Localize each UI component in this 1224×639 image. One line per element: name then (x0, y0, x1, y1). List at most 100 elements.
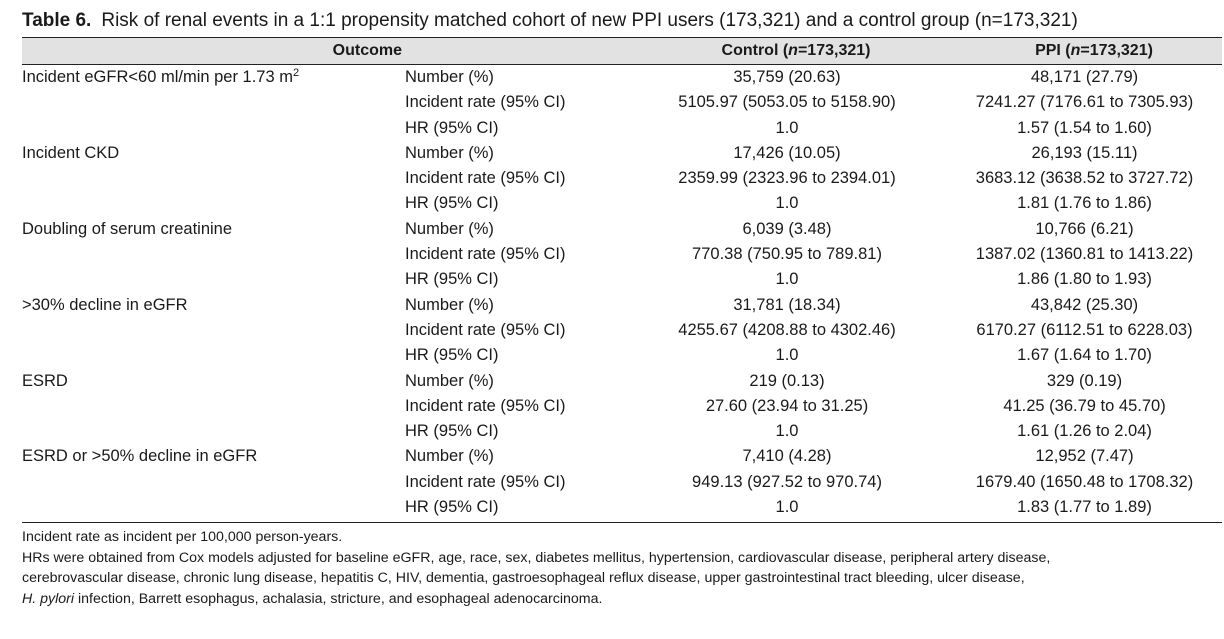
control-cell: 1.0 (775, 118, 799, 137)
ppi-cell: 3683.12 (3638.52 to 3727.72) (975, 169, 1194, 188)
table-row: Incident rate (95% CI) 5105.97 (5053.05 t… (22, 90, 1222, 115)
header-ppi: PPI (n=173,321) (1035, 42, 1153, 59)
control-cell: 6,039 (3.48) (742, 219, 832, 238)
outcome-cell (22, 116, 405, 141)
ppi-cell: 26,193 (15.11) (1031, 143, 1138, 162)
data-table: Incident eGFR<60 ml/min per 1.73 m2 Numbe… (22, 65, 1222, 520)
stat-cell: HR (95% CI) (405, 270, 499, 289)
ppi-cell: 6170.27 (6112.51 to 6228.03) (976, 320, 1193, 339)
top-rule (22, 37, 1222, 38)
control-cell: 219 (0.13) (749, 371, 825, 390)
stat-cell: Number (%) (405, 295, 494, 314)
footnote-line: HRs were obtained from Cox models adjust… (22, 549, 1051, 566)
outcome-cell: Incident eGFR<60 ml/min per 1.73 m2 (22, 67, 300, 87)
table-row: >30% decline in eGFR Number (%) 31,781 (18… (22, 293, 1222, 318)
table-footnotes: Incident rate as incident per 100,000 pe… (22, 527, 1222, 609)
table-title: Table 6. Risk of renal events in a 1:1 pr… (22, 8, 1222, 34)
control-cell: 17,426 (10.05) (733, 143, 841, 162)
bottom-rule (22, 522, 1222, 524)
stat-cell: Incident rate (95% CI) (405, 93, 566, 112)
control-cell: 1.0 (775, 346, 799, 365)
outcome-cell (22, 267, 405, 292)
outcome-cell (22, 318, 405, 343)
outcome-cell (22, 90, 405, 115)
outcome-cell: ESRD or >50% decline in eGFR (22, 447, 258, 466)
control-cell: 1.0 (775, 270, 799, 289)
stat-cell: Incident rate (95% CI) (405, 320, 566, 339)
outcome-cell (22, 419, 405, 444)
stat-cell: HR (95% CI) (405, 194, 499, 213)
table-row: HR (95% CI) 1.0 1.81 (1.76 to 1.86) (22, 191, 1222, 216)
control-cell: 770.38 (750.95 to 789.81) (692, 245, 882, 264)
outcome-cell: ESRD (22, 371, 68, 390)
ppi-cell: 329 (0.19) (1046, 371, 1123, 390)
outcome-cell (22, 166, 405, 191)
control-cell: 27.60 (23.94 to 31.25) (705, 396, 869, 415)
outcome-cell (22, 191, 405, 216)
superscript: 2 (293, 67, 300, 79)
control-cell: 1.0 (775, 194, 799, 213)
footnote-line: cerebrovascular disease, chronic lung di… (22, 570, 1025, 587)
control-cell: 31,781 (18.34) (733, 295, 841, 314)
control-cell: 7,410 (4.28) (742, 447, 832, 466)
table-row: HR (95% CI) 1.0 1.67 (1.64 to 1.70) (22, 343, 1222, 368)
stat-cell: Incident rate (95% CI) (405, 472, 566, 491)
ppi-cell: 7241.27 (7176.61 to 7305.93) (975, 93, 1194, 112)
table-label: Table 6. (22, 10, 92, 31)
outcome-cell (22, 394, 405, 419)
control-cell: 35,759 (20.63) (733, 68, 841, 86)
ppi-cell: 12,952 (7.47) (1035, 447, 1134, 466)
control-cell: 1.0 (775, 422, 799, 441)
stat-cell: HR (95% CI) (405, 118, 499, 137)
ppi-cell: 10,766 (6.21) (1035, 219, 1134, 238)
outcome-cell: Incident CKD (22, 143, 120, 162)
control-cell: 949.13 (927.52 to 970.74) (692, 472, 882, 491)
ppi-cell: 1.83 (1.77 to 1.89) (1017, 498, 1152, 517)
ppi-cell: 1.86 (1.80 to 1.93) (1017, 270, 1152, 289)
stat-cell: Number (%) (405, 143, 494, 162)
ppi-cell: 1387.02 (1360.81 to 1413.22) (975, 245, 1194, 264)
control-cell: 1.0 (775, 498, 799, 517)
table-row: Incident rate (95% CI) 27.60 (23.94 to 31… (22, 394, 1222, 419)
table-row: Incident rate (95% CI) 770.38 (750.95 to … (22, 242, 1222, 267)
table-caption: Risk of renal events in a 1:1 propensity… (101, 10, 1078, 31)
stat-cell: Number (%) (405, 68, 494, 86)
outcome-cell (22, 495, 405, 520)
ppi-cell: 1.57 (1.54 to 1.60) (1017, 118, 1152, 137)
stat-cell: HR (95% CI) (405, 346, 499, 365)
outcome-cell (22, 343, 405, 368)
table-header: Outcome Control (n=173,321) PPI (n=173,3… (22, 38, 1222, 65)
ppi-cell: 43,842 (25.30) (1030, 295, 1139, 314)
table-row: Incident rate (95% CI) 2359.99 (2323.96 t… (22, 166, 1222, 191)
stat-cell: Number (%) (405, 447, 494, 466)
table-row: ESRD Number (%) 219 (0.13) 329 (0.19) (22, 369, 1222, 394)
table-row: ESRD or >50% decline in eGFR Number (%) 7,… (22, 444, 1222, 469)
table-row: Incident rate (95% CI) 949.13 (927.52 to … (22, 470, 1222, 495)
ppi-cell: 1.67 (1.64 to 1.70) (1017, 346, 1152, 365)
stat-cell: HR (95% CI) (405, 498, 499, 517)
control-cell: 2359.99 (2323.96 to 2394.01) (678, 169, 896, 188)
ppi-cell: 41.25 (36.79 to 45.70) (1003, 396, 1166, 415)
outcome-cell: >30% decline in eGFR (22, 295, 188, 314)
table-container: Table 6. Risk of renal events in a 1:1 pr… (22, 0, 1222, 609)
table-row: Incident CKD Number (%) 17,426 (10.05) 26,1… (22, 141, 1222, 166)
stat-cell: Incident rate (95% CI) (405, 396, 566, 415)
stat-cell: Number (%) (405, 219, 494, 238)
table-row: Doubling of serum creatinine Number (%) 6,… (22, 217, 1222, 242)
stat-cell: Incident rate (95% CI) (405, 245, 566, 264)
stat-cell: Incident rate (95% CI) (405, 169, 566, 188)
header-control: Control (n=173,321) (721, 42, 871, 59)
ppi-cell: 1.81 (1.76 to 1.86) (1017, 194, 1152, 213)
ppi-cell: 1.61 (1.26 to 2.04) (1017, 422, 1152, 441)
table-row: HR (95% CI) 1.0 1.57 (1.54 to 1.60) (22, 116, 1222, 141)
control-cell: 4255.67 (4208.88 to 4302.46) (678, 320, 896, 339)
table-row: Incident eGFR<60 ml/min per 1.73 m2 Numbe… (22, 65, 1222, 90)
table-row: HR (95% CI) 1.0 1.83 (1.77 to 1.89) (22, 495, 1222, 520)
table-row: HR (95% CI) 1.0 1.61 (1.26 to 2.04) (22, 419, 1222, 444)
table-row: HR (95% CI) 1.0 1.86 (1.80 to 1.93) (22, 267, 1222, 292)
stat-cell: HR (95% CI) (405, 422, 499, 441)
outcome-cell (22, 470, 405, 495)
footnote-line: Incident rate as incident per 100,000 pe… (22, 529, 343, 546)
ppi-cell: 48,171 (27.79) (1030, 68, 1139, 86)
outcome-cell: Doubling of serum creatinine (22, 219, 233, 238)
